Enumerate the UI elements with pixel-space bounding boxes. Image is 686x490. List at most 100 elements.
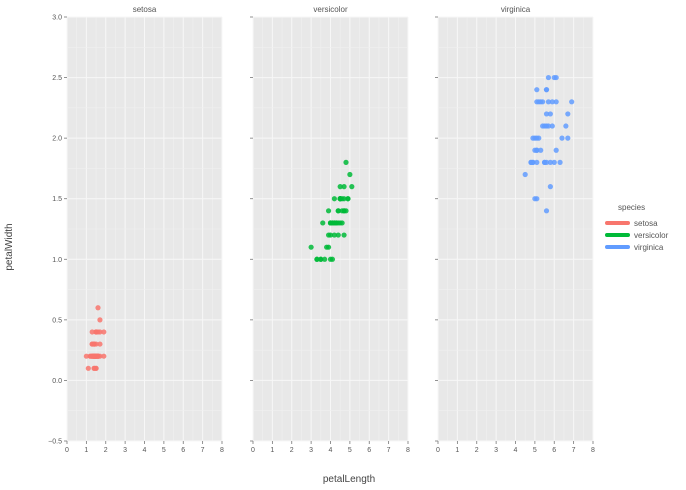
x-tick-label: 8 <box>591 447 595 454</box>
data-point <box>547 159 553 165</box>
data-point <box>101 353 107 359</box>
x-tick-label: 1 <box>84 447 88 454</box>
x-tick-label: 8 <box>220 447 224 454</box>
data-point <box>540 123 546 129</box>
x-tick-label: 4 <box>143 447 147 454</box>
x-tick-label: 6 <box>367 447 371 454</box>
data-point <box>89 329 95 335</box>
data-point <box>557 159 563 165</box>
x-tick-label: 4 <box>514 447 518 454</box>
data-point <box>91 341 97 347</box>
data-point <box>522 171 528 178</box>
x-tick-label: 7 <box>572 447 576 454</box>
facet-panel-setosa: setosa 0 1 2 3 4 5 6 7 8 −0.5 0.0 0.5 1.0 1.5 2.0 2.5 3.0 <box>48 5 224 454</box>
data-point <box>551 159 557 165</box>
data-point <box>569 99 575 105</box>
data-point <box>532 147 538 153</box>
data-point <box>339 220 345 226</box>
x-tick-label: 7 <box>201 447 205 454</box>
y-axis-title: petalWidth <box>4 223 15 270</box>
facet-panel-virginica: virginica 0 1 2 3 4 5 6 7 8 <box>435 5 595 454</box>
y-tick-label: 0.0 <box>52 378 62 385</box>
legend-title: species <box>618 203 645 212</box>
data-point <box>339 208 345 214</box>
legend-label-versicolor: versicolor <box>634 231 669 240</box>
y-tick-label: 2.5 <box>52 75 62 82</box>
data-point <box>335 208 341 214</box>
data-point <box>565 111 571 117</box>
data-point <box>97 341 103 347</box>
data-point <box>559 135 565 141</box>
y-tick-label: −0.5 <box>48 439 62 446</box>
data-point <box>333 220 339 226</box>
x-tick-label: 2 <box>475 447 479 454</box>
x-tick-label: 5 <box>533 447 537 454</box>
data-point <box>549 99 555 105</box>
x-tick-label: 4 <box>329 447 333 454</box>
data-point <box>308 244 314 250</box>
data-point <box>337 184 343 190</box>
data-point <box>318 256 324 262</box>
data-point <box>536 99 542 105</box>
data-point <box>327 232 334 238</box>
y-tick-label: 2.0 <box>52 136 62 143</box>
y-tick-label: 1.0 <box>52 257 62 264</box>
data-point <box>541 159 548 165</box>
x-tick-label: 3 <box>494 447 498 454</box>
data-point <box>536 135 542 141</box>
data-point <box>349 184 355 190</box>
x-tick-label: 2 <box>104 447 108 454</box>
data-point <box>341 232 347 238</box>
data-point <box>534 87 540 93</box>
data-point <box>343 208 349 214</box>
data-point <box>563 123 569 129</box>
x-tick-label: 5 <box>162 447 166 454</box>
data-point <box>331 232 337 238</box>
x-tick-label: 6 <box>552 447 556 454</box>
x-tick-label: 8 <box>406 447 410 454</box>
data-point <box>325 208 332 214</box>
data-point <box>314 256 320 262</box>
data-point <box>530 135 536 141</box>
y-tick-label: 0.5 <box>52 317 62 324</box>
data-point <box>322 256 328 262</box>
x-tick-label: 6 <box>181 447 185 454</box>
data-point <box>345 196 351 202</box>
facet-panel-versicolor: versicolor 0 1 2 3 4 5 6 7 8 <box>250 5 410 454</box>
data-point <box>543 111 550 117</box>
data-point <box>543 123 550 129</box>
facet-title: setosa <box>133 5 157 14</box>
data-point <box>540 99 546 105</box>
x-tick-label: 0 <box>436 447 440 454</box>
x-tick-label: 3 <box>123 447 127 454</box>
data-point <box>347 171 353 178</box>
data-point <box>553 147 559 153</box>
y-tick-label: 3.0 <box>52 15 62 22</box>
data-point <box>553 99 559 105</box>
data-point <box>341 196 347 202</box>
data-point <box>534 196 540 202</box>
data-point <box>335 232 341 238</box>
data-point <box>547 111 553 117</box>
data-point <box>565 135 571 141</box>
legend-label-setosa: setosa <box>634 219 658 228</box>
data-point <box>97 317 103 323</box>
data-point <box>343 159 349 165</box>
data-point <box>549 123 555 129</box>
facet-title: virginica <box>501 5 531 14</box>
data-point <box>528 159 534 165</box>
legend-label-virginica: virginica <box>634 243 664 252</box>
x-tick-label: 1 <box>455 447 459 454</box>
data-point <box>329 256 336 262</box>
data-point <box>91 365 97 371</box>
x-axis-title: petalLength <box>323 474 375 485</box>
data-point <box>329 220 336 226</box>
data-point <box>553 74 559 81</box>
data-point <box>320 220 326 226</box>
x-tick-label: 3 <box>309 447 313 454</box>
x-tick-label: 0 <box>251 447 255 454</box>
data-point <box>543 87 550 93</box>
x-tick-label: 1 <box>270 447 274 454</box>
data-point <box>83 353 89 359</box>
data-point <box>547 184 553 190</box>
